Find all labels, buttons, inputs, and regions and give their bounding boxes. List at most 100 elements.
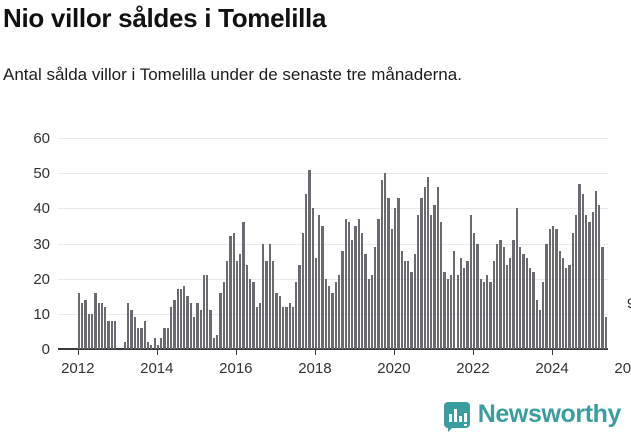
bar [189,303,193,349]
bar [183,285,186,349]
bar [430,215,433,349]
bar [328,285,331,349]
bar [515,208,519,349]
bar [337,275,341,349]
bar [519,247,522,349]
bar [308,169,311,349]
bar [291,306,295,349]
bar [202,275,206,349]
bar [150,345,153,349]
bar [196,303,199,349]
bar [413,254,416,349]
bar [509,257,512,349]
bar [245,264,248,349]
bar [140,327,143,349]
bar [532,271,535,349]
bar [334,282,337,349]
bar [242,222,245,349]
x-axis-tick-label: 2016 [219,360,253,377]
x-axis-tick-label: 2024 [535,360,569,377]
bar [176,289,179,349]
bar [344,218,347,349]
logo-bar-4 [463,412,467,422]
x-axis-tick-label: 2018 [298,360,332,377]
bar [258,303,262,349]
gridline-0 [58,348,608,350]
bar [456,275,459,349]
bar [588,222,591,349]
bar [496,243,499,349]
bar [123,341,127,349]
y-axis-tick-label: 0 [41,341,50,358]
bar [107,320,110,349]
bar [275,292,278,349]
bar [133,317,137,349]
gridline-60 [58,138,608,139]
bar [492,261,495,349]
bar-series: 9 [58,138,631,349]
bar [143,320,146,349]
bar [232,232,235,349]
bar [384,173,387,349]
bar [499,239,502,349]
bar [426,176,430,349]
bar [581,194,584,349]
bar [393,208,397,349]
x-axis: 2012 2014 2016 2018 2020 2022 2024 2026 [58,349,631,389]
bar [360,232,364,349]
bar [262,243,265,349]
x-axis-tick-label: 2012 [61,360,95,377]
bar [351,239,354,349]
bar [252,282,255,349]
logo-text: Newsworthy [477,400,622,428]
bar [169,306,173,349]
y-axis-tick-label: 60 [33,130,50,147]
gridline-40 [58,208,608,210]
bar [512,239,515,349]
bar [416,215,420,349]
bar [443,271,446,349]
bar [479,278,482,349]
bar [285,306,288,349]
bar [364,254,367,349]
bar [594,190,598,349]
bar [272,261,275,349]
bar [281,306,285,349]
y-axis-tick-label: 20 [33,270,50,288]
bar [453,250,456,349]
highlight-value-label: 9 [626,296,631,312]
bar [77,292,81,349]
bar [100,303,104,349]
bar [206,275,209,349]
bar [403,261,407,349]
bar [538,310,542,349]
bar [153,338,156,349]
bar [459,257,463,349]
bar [545,243,548,349]
bar [347,222,351,349]
bar [449,275,453,349]
bar [370,275,374,349]
bar [216,334,219,349]
bar [130,310,133,349]
bar [446,278,449,349]
x-axis-tick [472,349,474,355]
bar [410,271,413,349]
bar [193,317,196,349]
x-axis-tick-label: 2014 [140,360,174,377]
x-axis-tick [156,349,158,355]
bar [604,317,607,349]
bar [156,345,160,349]
bar [301,232,304,349]
bar [160,338,163,349]
bar [463,268,466,349]
bar [502,247,505,349]
bar [472,232,476,349]
bar [542,282,545,349]
logo-dot [463,423,467,426]
x-axis-tick [77,349,79,355]
bar [584,215,588,349]
bar [433,204,436,349]
bar [555,229,558,349]
